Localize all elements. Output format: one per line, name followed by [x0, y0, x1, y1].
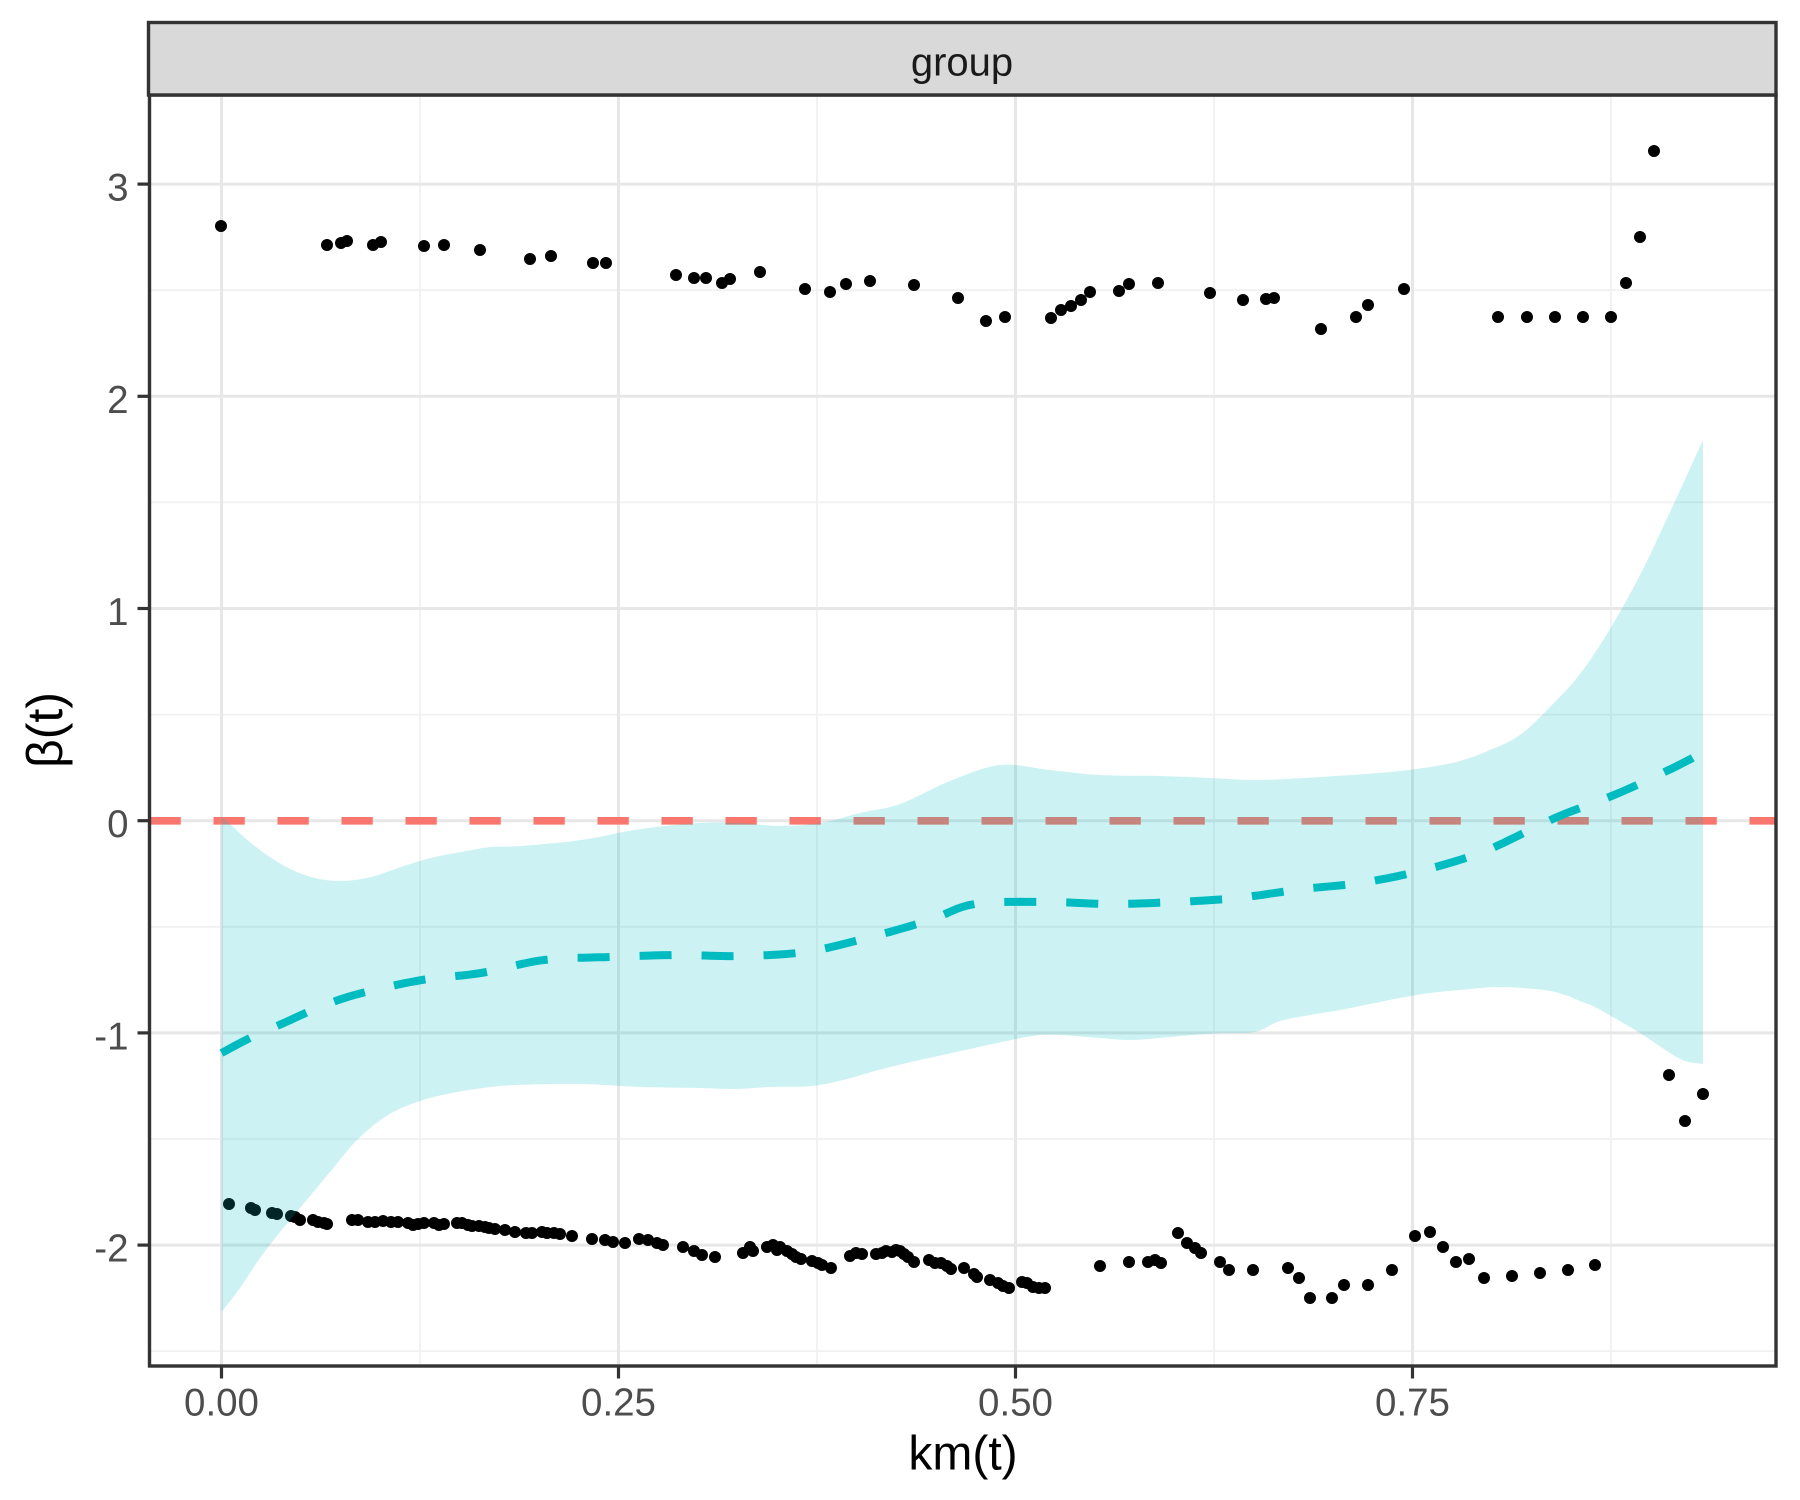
svg-text:2: 2 — [107, 379, 128, 422]
svg-text:km(t): km(t) — [908, 1428, 1017, 1481]
svg-text:0.75: 0.75 — [1375, 1382, 1450, 1425]
svg-text:0.00: 0.00 — [184, 1382, 259, 1425]
svg-text:1: 1 — [107, 591, 128, 634]
svg-text:0: 0 — [107, 803, 128, 846]
svg-text:3: 3 — [107, 167, 128, 210]
svg-text:-2: -2 — [94, 1228, 128, 1271]
svg-text:0.25: 0.25 — [581, 1382, 656, 1425]
svg-text:0.50: 0.50 — [978, 1382, 1053, 1425]
svg-text:β(t): β(t) — [17, 692, 73, 768]
svg-text:group: group — [911, 40, 1013, 84]
svg-text:-1: -1 — [94, 1015, 128, 1058]
